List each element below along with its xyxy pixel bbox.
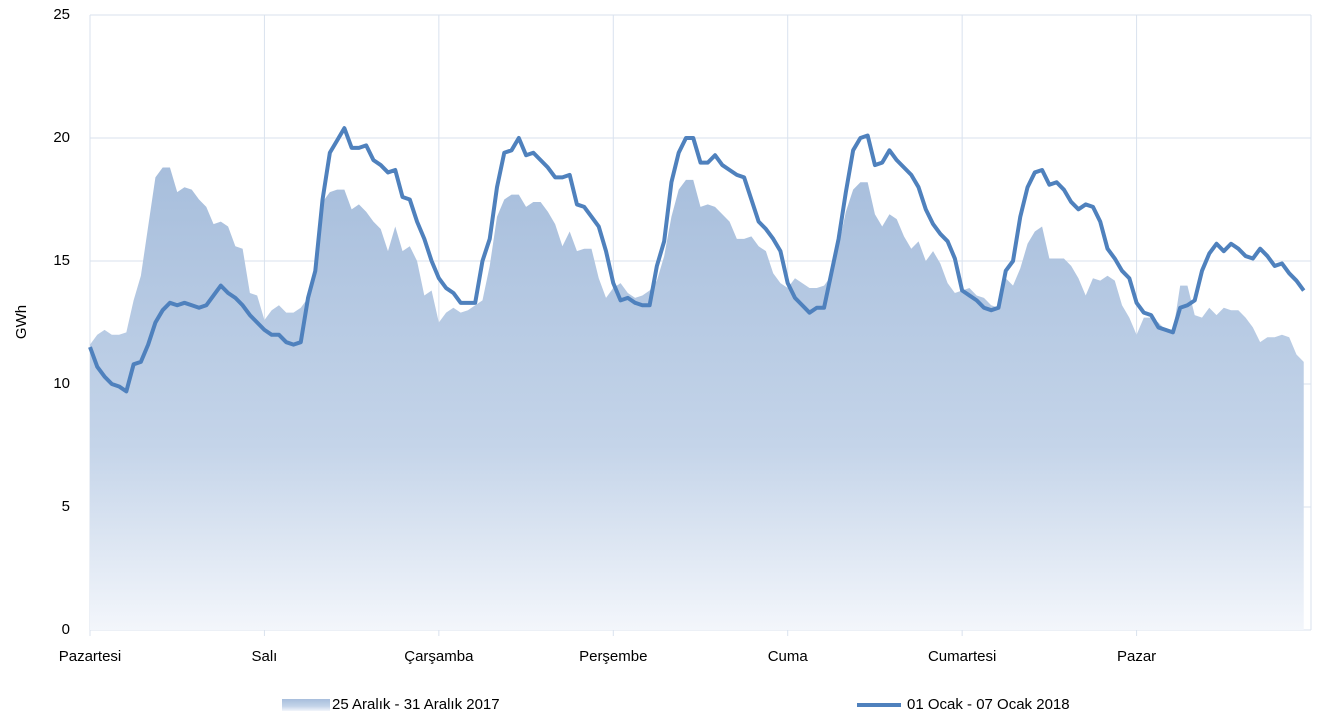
line (88, 126, 1306, 394)
y-tick-label: 0 (62, 621, 70, 638)
y-axis-label: GWh (13, 305, 30, 339)
x-tick-label: Perşembe (579, 648, 647, 665)
legend-label: 25 Aralık - 31 Aralık 2017 (332, 696, 500, 713)
x-tick-label: Salı (251, 648, 277, 665)
legend-swatch (282, 699, 330, 711)
x-tick-label: Cumartesi (928, 648, 996, 665)
x-tick-label: Pazar (1117, 648, 1156, 665)
area (90, 167, 1304, 630)
y-tick-label: 25 (53, 6, 70, 23)
y-tick-label: 10 (53, 375, 70, 392)
x-tick-label: Çarşamba (404, 648, 474, 665)
y-tick-label: 5 (62, 498, 70, 515)
x-tick-label: Pazartesi (59, 648, 122, 665)
y-tick-label: 15 (53, 252, 70, 269)
x-tick-label: Cuma (768, 648, 809, 665)
legend-label: 01 Ocak - 07 Ocak 2018 (907, 696, 1070, 713)
y-tick-label: 20 (53, 129, 70, 146)
